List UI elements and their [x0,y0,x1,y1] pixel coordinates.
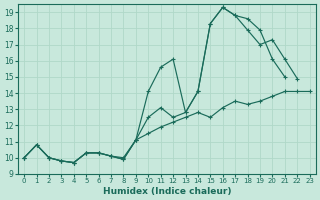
X-axis label: Humidex (Indice chaleur): Humidex (Indice chaleur) [103,187,231,196]
